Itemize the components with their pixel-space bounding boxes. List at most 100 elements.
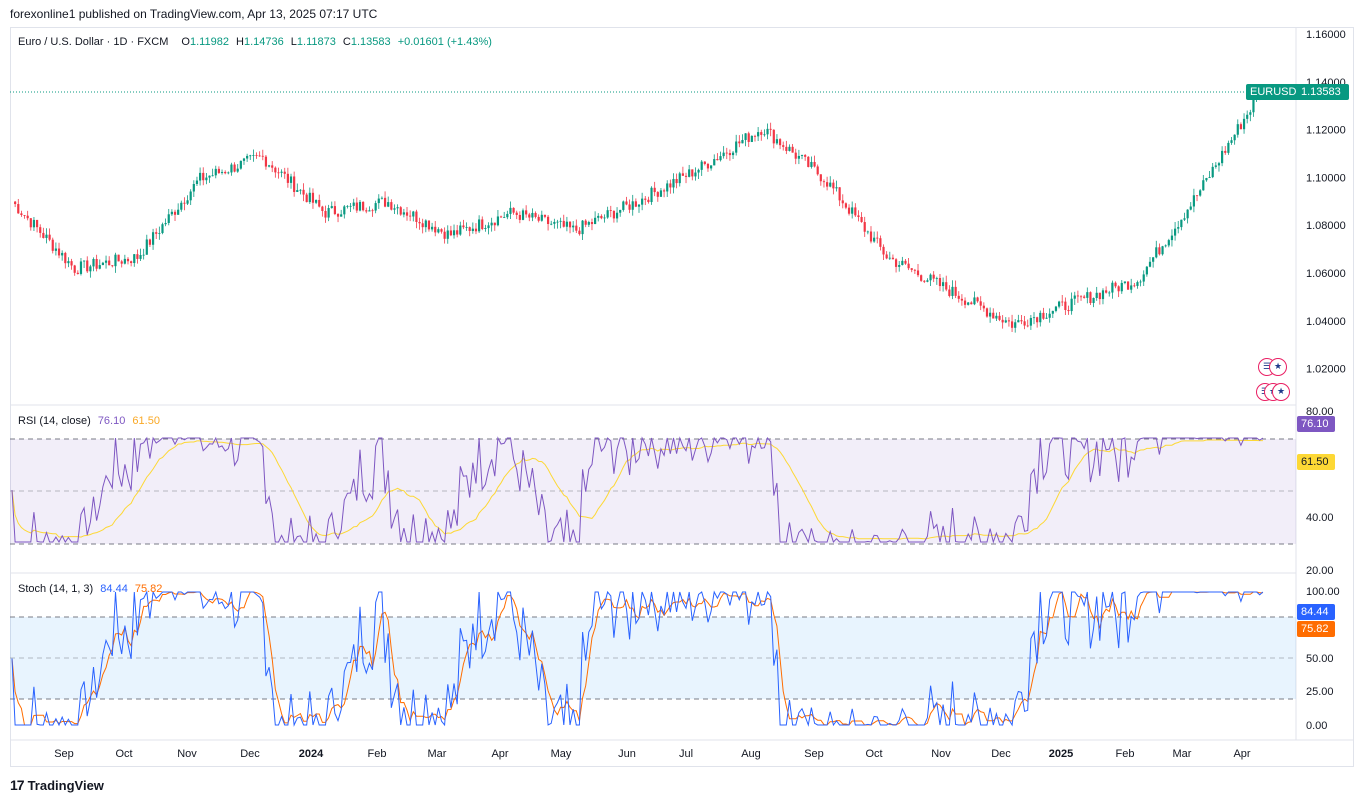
candle-body <box>904 260 907 264</box>
candle-body <box>835 187 838 189</box>
candle-body <box>1202 180 1205 191</box>
candle-body <box>365 210 368 212</box>
candle-body <box>935 278 938 279</box>
high-label: H <box>236 36 244 48</box>
candle-body <box>478 219 481 232</box>
candle-body <box>358 201 362 211</box>
candle-body <box>634 201 637 207</box>
price-axis-label: 1.12000 <box>1306 125 1346 137</box>
candle-body <box>330 206 333 209</box>
candle-body <box>841 200 844 204</box>
candle-body <box>1029 318 1032 326</box>
candle-body <box>1020 320 1023 322</box>
tradingview-logo[interactable]: 17 TradingView <box>10 777 104 793</box>
candle-body <box>822 181 826 183</box>
candle-body <box>1252 99 1255 113</box>
us-flag-icon[interactable]: ★ <box>1269 358 1287 376</box>
us-flag-icon[interactable]: ★ <box>1272 383 1290 401</box>
candle-body <box>405 212 409 216</box>
candle-body <box>387 202 390 207</box>
main-legend[interactable]: Euro / U.S. Dollar · 1D · FXCM O1.11982 … <box>18 36 496 48</box>
candle-body <box>1057 301 1061 307</box>
stoch-k-line <box>11 590 1264 727</box>
candle-body <box>468 227 471 232</box>
candle-body <box>797 155 800 159</box>
stoch-title[interactable]: Stoch (14, 1, 3) <box>18 583 94 595</box>
candle-body <box>101 262 105 266</box>
candle-body <box>136 254 139 259</box>
candle-body <box>963 300 967 305</box>
symbol-title[interactable]: Euro / U.S. Dollar · 1D · FXCM <box>18 36 169 48</box>
candle-body <box>26 215 29 219</box>
candle-body <box>267 165 271 167</box>
candle-body <box>308 192 311 203</box>
candle-body <box>967 302 970 305</box>
candle-body <box>142 254 145 256</box>
candle-body <box>1217 163 1221 166</box>
candle-body <box>173 211 177 215</box>
rsi-legend[interactable]: RSI (14, close) 76.10 61.50 <box>18 415 164 427</box>
time-axis-label: 2024 <box>299 748 324 760</box>
candle-body <box>462 225 465 228</box>
candle-body <box>14 201 17 205</box>
candle-body <box>528 214 531 218</box>
candle-body <box>211 175 214 177</box>
candle-body <box>89 266 92 272</box>
candle-body <box>1042 312 1045 319</box>
candle-body <box>641 198 644 205</box>
candlestick-series <box>14 87 1264 333</box>
candle-body <box>346 205 349 207</box>
stoch-legend[interactable]: Stoch (14, 1, 3) 84.44 75.82 <box>18 583 166 595</box>
candle-body <box>434 226 437 233</box>
candle-body <box>1148 261 1152 267</box>
candle-body <box>108 260 111 266</box>
candle-body <box>1086 292 1089 298</box>
candle-body <box>1236 124 1239 135</box>
candle-body <box>537 216 540 221</box>
candle-body <box>1039 312 1042 323</box>
candle-body <box>61 252 64 256</box>
candle-body <box>1004 320 1007 323</box>
candle-body <box>744 133 747 140</box>
candle-body <box>114 254 117 267</box>
candle-body <box>383 197 387 207</box>
candle-body <box>778 139 782 146</box>
stoch-d-value: 75.82 <box>134 583 163 595</box>
candle-body <box>1105 290 1108 293</box>
candle-body <box>371 210 374 212</box>
candle-body <box>844 203 848 208</box>
candle-body <box>1192 195 1195 207</box>
candle-body <box>415 211 418 222</box>
candle-body <box>543 214 547 217</box>
candle-body <box>377 198 380 204</box>
candle-body <box>1098 292 1101 300</box>
candle-body <box>1155 247 1158 258</box>
low-label: L <box>290 36 297 48</box>
candle-body <box>1239 124 1243 130</box>
candle-body <box>452 230 456 236</box>
candle-body <box>70 261 73 266</box>
candle-body <box>1023 321 1026 326</box>
candle-body <box>992 312 995 319</box>
candle-body <box>255 155 258 156</box>
candle-body <box>1249 112 1252 115</box>
open-value: 1.11982 <box>189 36 229 48</box>
candle-body <box>327 208 330 218</box>
candle-body <box>631 201 634 210</box>
candle-body <box>888 257 891 259</box>
candle-body <box>440 229 443 232</box>
candle-body <box>546 216 550 225</box>
candle-body <box>83 260 86 262</box>
candle-body <box>1092 297 1095 304</box>
candle-body <box>42 232 45 238</box>
rsi-title[interactable]: RSI (14, close) <box>18 415 91 427</box>
candle-body <box>239 160 242 169</box>
candle-body <box>249 155 252 157</box>
candle-body <box>161 224 164 234</box>
chart-frame[interactable] <box>10 27 1354 767</box>
candle-body <box>418 221 421 224</box>
candle-body <box>1224 150 1227 153</box>
stoch-axis-label: 0.00 <box>1306 720 1327 732</box>
candle-body <box>989 312 992 317</box>
